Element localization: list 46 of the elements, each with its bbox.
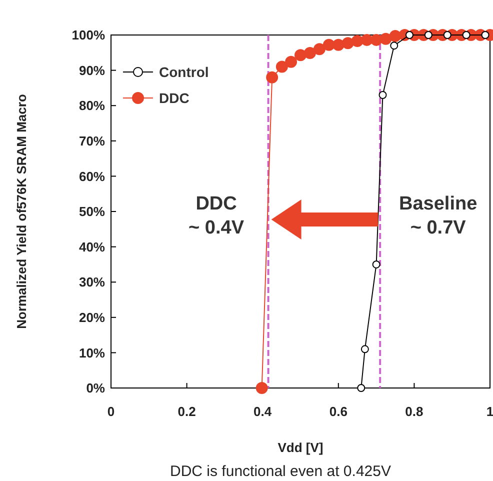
y-tick-label: 40% xyxy=(78,239,106,254)
annotation: Baseline ~ 0.7V xyxy=(399,194,478,238)
point xyxy=(332,38,344,51)
point xyxy=(294,49,306,62)
y-tick-label: 20% xyxy=(78,310,106,325)
point xyxy=(378,91,387,100)
point xyxy=(342,37,354,50)
point xyxy=(351,35,364,47)
point xyxy=(276,60,288,73)
y-tick-label: 100% xyxy=(72,28,106,43)
y-tick-label: 0% xyxy=(86,380,106,396)
point xyxy=(372,260,380,268)
point xyxy=(266,71,278,84)
y-tick-label: 10% xyxy=(78,345,106,360)
legend-label: Control xyxy=(159,64,209,80)
y-tick-label: 90% xyxy=(78,62,106,78)
x-tick-label: 0.8 xyxy=(405,404,424,419)
y-tick-label: 30% xyxy=(78,274,106,290)
y-tick-label: 80% xyxy=(78,98,106,114)
y-tick-label: 60% xyxy=(78,168,106,184)
x-axis-title: Vdd [V] xyxy=(278,440,324,455)
annotation: DDC ~ 0.4V xyxy=(188,194,244,238)
point xyxy=(357,384,366,392)
point xyxy=(380,32,392,45)
legend-label: DDC xyxy=(159,90,190,106)
point xyxy=(322,38,335,51)
x-tick-label: 0.2 xyxy=(178,404,196,419)
x-tick-label: 0.4 xyxy=(254,404,272,419)
point xyxy=(424,31,432,39)
y-axis-title: Normalized Yield of576K SRAM Macro xyxy=(14,94,29,329)
point xyxy=(256,382,268,394)
point xyxy=(481,31,490,39)
point xyxy=(443,31,452,39)
point xyxy=(360,345,369,354)
x-tick-label: 0.6 xyxy=(329,404,348,419)
x-tick-label: 1 xyxy=(486,404,493,419)
point xyxy=(285,56,298,68)
text: DDC is functional even at 0.425V xyxy=(170,463,391,480)
point xyxy=(313,43,326,56)
y-tick-label: 50% xyxy=(78,204,106,220)
x-tick-label: 0 xyxy=(107,404,115,419)
point xyxy=(390,42,398,50)
point xyxy=(405,31,414,39)
y-tick-label: 70% xyxy=(78,133,106,148)
point xyxy=(304,47,316,60)
point xyxy=(462,31,470,39)
